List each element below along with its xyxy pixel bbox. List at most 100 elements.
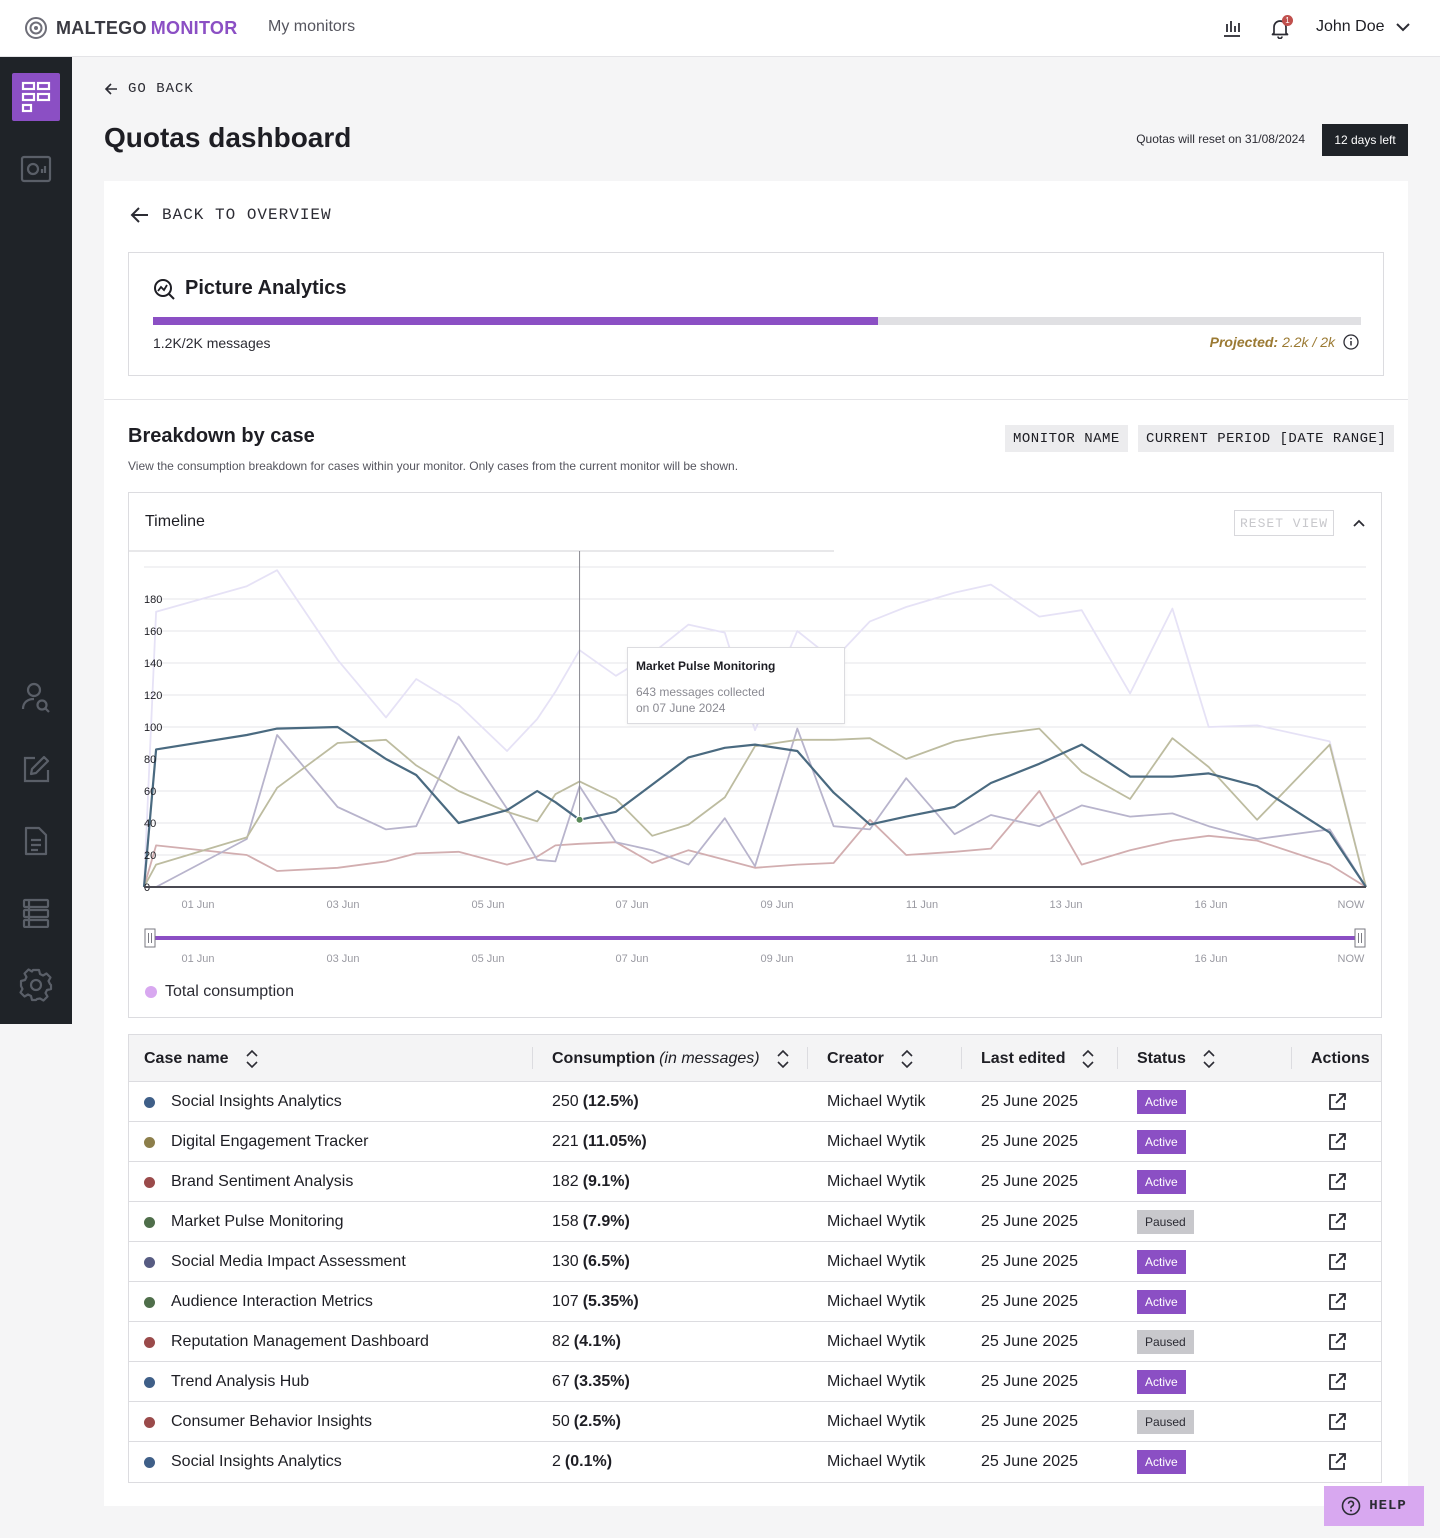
external-link-icon: [1329, 1093, 1346, 1110]
case-name[interactable]: Digital Engagement Tracker: [171, 1133, 369, 1150]
column-divider: [961, 1047, 962, 1069]
info-icon[interactable]: [1343, 334, 1359, 350]
open-case-button[interactable]: [1327, 1202, 1347, 1242]
stats-button[interactable]: [1218, 14, 1246, 42]
sidebar-item-settings[interactable]: [12, 961, 60, 1009]
table-row[interactable]: Social Insights Analytics 250 (12.5%) Micha…: [129, 1082, 1381, 1122]
table-row[interactable]: Social Media Impact Assessment 130 (6.5%) M…: [129, 1242, 1381, 1282]
table-row[interactable]: Trend Analysis Hub 67 (3.35%) Michael Wytik…: [129, 1362, 1381, 1402]
consumption-cell: 158 (7.9%): [552, 1202, 630, 1242]
range-end-handle[interactable]: [1354, 928, 1366, 948]
case-name-cell: Trend Analysis Hub: [144, 1362, 309, 1402]
open-case-button[interactable]: [1327, 1282, 1347, 1322]
open-case-button[interactable]: [1327, 1322, 1347, 1362]
maltego-logo[interactable]: MALTEGO MONITOR: [24, 16, 238, 40]
consumption-value: 250: [552, 1093, 579, 1110]
status-badge: Active: [1137, 1130, 1186, 1154]
creator-cell: Michael Wytik: [827, 1173, 926, 1190]
external-link-icon: [1329, 1333, 1346, 1350]
brush-tick-label: 05 Jun: [471, 953, 504, 965]
sidebar-item-dashboard[interactable]: [12, 73, 60, 121]
open-case-button[interactable]: [1327, 1242, 1347, 1282]
sidebar-item-edit[interactable]: [12, 745, 60, 793]
status-badge: Paused: [1137, 1410, 1194, 1434]
reset-view-button[interactable]: RESET VIEW: [1234, 510, 1334, 536]
case-name[interactable]: Reputation Management Dashboard: [171, 1333, 429, 1350]
maltego-logo-icon: [25, 17, 47, 39]
external-link-icon: [1329, 1173, 1346, 1190]
legend-label: Total consumption: [165, 983, 294, 1000]
go-back-link[interactable]: GO BACK: [104, 81, 194, 97]
nav-my-monitors[interactable]: My monitors: [268, 18, 356, 35]
case-name[interactable]: Trend Analysis Hub: [171, 1373, 310, 1390]
status-cell: Active: [1137, 1082, 1186, 1122]
consumption-value: 2: [552, 1453, 561, 1470]
open-case-button[interactable]: [1327, 1162, 1347, 1202]
y-tick-label: 140: [144, 658, 162, 670]
sidebar-item-list[interactable]: [12, 889, 60, 937]
case-color-dot: [144, 1096, 155, 1108]
x-tick-label: 07 Jun: [615, 899, 648, 911]
header-consumption[interactable]: Consumption (in messages): [552, 1035, 790, 1082]
external-link-icon: [1329, 1293, 1346, 1310]
brush-tick-label: 16 Jun: [1194, 953, 1227, 965]
header-case-name[interactable]: Case name: [144, 1035, 259, 1082]
case-name[interactable]: Brand Sentiment Analysis: [171, 1173, 354, 1190]
notifications-button[interactable]: 1: [1266, 14, 1294, 42]
last-edited-cell: 25 June 2025: [981, 1173, 1078, 1190]
case-name[interactable]: Social Insights Analytics: [171, 1453, 342, 1470]
case-color-dot: [144, 1176, 155, 1188]
case-color-dot: [144, 1416, 155, 1428]
period-filter[interactable]: CURRENT PERIOD [DATE RANGE]: [1138, 425, 1395, 452]
consumption-percent: (0.1%): [564, 1453, 613, 1470]
case-name-cell: Social Insights Analytics: [144, 1082, 342, 1122]
consumption-cell: 182 (9.1%): [552, 1162, 630, 1202]
sort-icon: [245, 1049, 259, 1069]
help-button[interactable]: HELP: [1324, 1486, 1424, 1526]
range-start-handle[interactable]: [144, 928, 156, 948]
case-name-cell: Social Insights Analytics: [144, 1442, 342, 1482]
sidebar-item-document[interactable]: [12, 817, 60, 865]
consumption-cell: 107 (5.35%): [552, 1282, 639, 1322]
collapse-timeline-button[interactable]: [1349, 513, 1369, 533]
status-badge: Active: [1137, 1370, 1186, 1394]
header-creator[interactable]: Creator: [827, 1035, 914, 1082]
table-row[interactable]: Social Insights Analytics 2 (0.1%) Michael …: [129, 1442, 1381, 1482]
table-row[interactable]: Market Pulse Monitoring 158 (7.9%) Michael …: [129, 1202, 1381, 1242]
dashboard-grid-icon: [21, 81, 51, 113]
status-cell: Active: [1137, 1122, 1186, 1162]
table-row[interactable]: Digital Engagement Tracker 221 (11.05%) Mic…: [129, 1122, 1381, 1162]
status-cell: Active: [1137, 1242, 1186, 1282]
sidebar-item-analytics[interactable]: [12, 145, 60, 193]
case-name[interactable]: Social Insights Analytics: [171, 1093, 342, 1110]
table-row[interactable]: Brand Sentiment Analysis 182 (9.1%) Michael…: [129, 1162, 1381, 1202]
case-color-dot: [144, 1376, 155, 1388]
y-tick-label: 60: [144, 786, 156, 798]
table-row[interactable]: Consumer Behavior Insights 50 (2.5%) Michae…: [129, 1402, 1381, 1442]
monitor-name-filter[interactable]: MONITOR NAME: [1005, 425, 1128, 452]
sidebar-item-user-search[interactable]: [12, 673, 60, 721]
last-edited-cell: 25 June 2025: [981, 1333, 1078, 1350]
brush-tick-label: 11 Jun: [906, 953, 938, 965]
header-status[interactable]: Status: [1137, 1035, 1216, 1082]
table-row[interactable]: Reputation Management Dashboard 82 (4.1%) M…: [129, 1322, 1381, 1362]
open-case-button[interactable]: [1327, 1442, 1347, 1482]
x-tick-label: 01 Jun: [181, 899, 214, 911]
creator-cell: Michael Wytik: [827, 1333, 926, 1350]
header-last-edited[interactable]: Last edited: [981, 1035, 1095, 1082]
open-case-button[interactable]: [1327, 1402, 1347, 1442]
header-consumption-unit: (in messages): [659, 1049, 760, 1067]
user-menu[interactable]: John Doe: [1316, 18, 1411, 36]
case-name[interactable]: Consumer Behavior Insights: [171, 1413, 372, 1430]
back-to-overview-link[interactable]: BACK TO OVERVIEW: [130, 205, 332, 225]
open-case-button[interactable]: [1327, 1082, 1347, 1122]
creator-cell: Michael Wytik: [827, 1213, 926, 1230]
case-name[interactable]: Social Media Impact Assessment: [171, 1253, 406, 1270]
table-row[interactable]: Audience Interaction Metrics 107 (5.35%) Mi…: [129, 1282, 1381, 1322]
case-name[interactable]: Audience Interaction Metrics: [171, 1293, 373, 1310]
open-case-button[interactable]: [1327, 1122, 1347, 1162]
section-divider: [104, 399, 1408, 400]
case-name[interactable]: Market Pulse Monitoring: [171, 1213, 344, 1230]
open-case-button[interactable]: [1327, 1362, 1347, 1402]
